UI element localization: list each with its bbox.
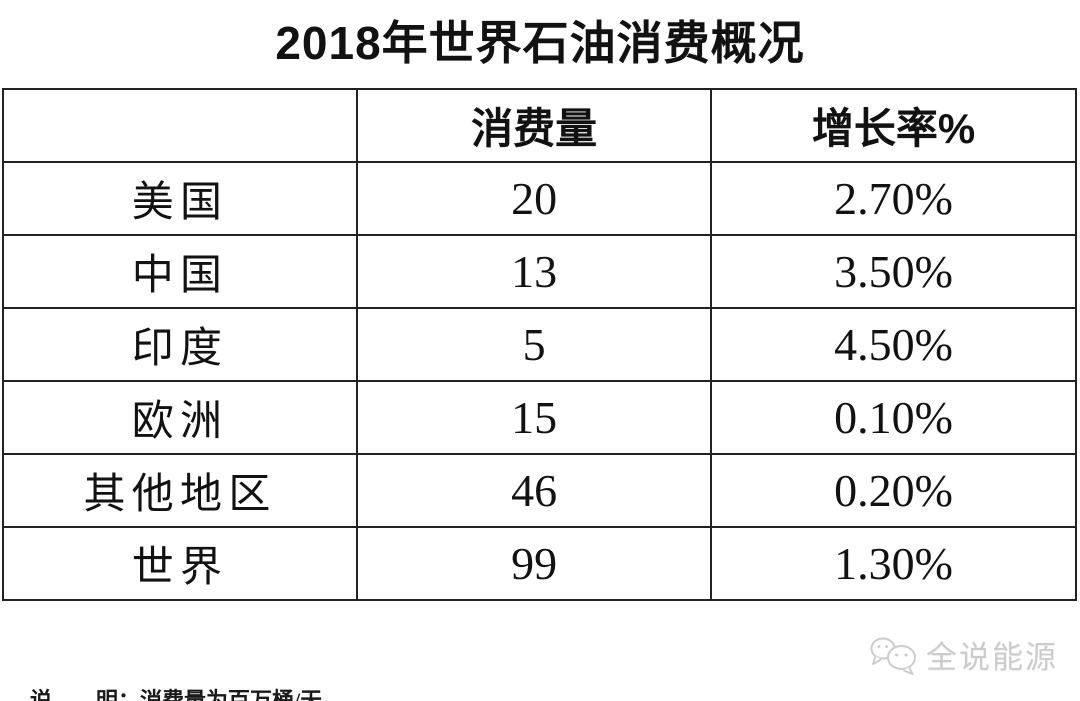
growth-rate-value: 1.30% [710, 526, 1077, 601]
watermark: 全说能源 [868, 632, 1058, 677]
region-label: 世界 [1, 526, 359, 601]
region-label: 印度 [1, 307, 359, 382]
header-region-blank [1, 88, 359, 163]
wechat-chat-bubbles-icon [870, 637, 916, 675]
table-row-china: 中国 13 3.50% [1, 234, 1077, 309]
consumption-value: 5 [356, 307, 713, 382]
page-title: 2018年世界石油消费概况 [275, 17, 805, 69]
consumption-value: 46 [356, 453, 713, 528]
growth-rate-value: 4.50% [710, 307, 1077, 382]
growth-rate-value: 0.20% [710, 453, 1077, 528]
region-label: 美国 [1, 161, 359, 236]
table-row-europe: 欧洲 15 0.10% [1, 380, 1077, 455]
footnotes: 说 明：消费量为百万桶/天。 资料来源：国际能源署，2018年全球能源与二氧化碳… [30, 628, 811, 701]
consumption-value: 99 [356, 526, 713, 601]
table-header-row: 消费量 增长率% [1, 88, 1077, 163]
region-label: 欧洲 [1, 380, 359, 455]
table-row-usa: 美国 20 2.70% [1, 161, 1077, 236]
consumption-value: 20 [356, 161, 713, 236]
table-row-world: 世界 99 1.30% [1, 526, 1077, 601]
table-row-india: 印度 5 4.50% [1, 307, 1077, 382]
growth-rate-value: 3.50% [710, 234, 1077, 309]
watermark-text: 全说能源 [926, 640, 1058, 675]
region-label: 中国 [1, 234, 359, 309]
growth-rate-value: 0.10% [710, 380, 1077, 455]
header-growth-rate: 增长率% [710, 88, 1077, 163]
oil-consumption-table: 消费量 增长率% 美国 20 2.70% 中国 13 3.50% 印度 5 4.… [1, 88, 1077, 601]
growth-rate-value: 2.70% [710, 161, 1077, 236]
region-label: 其他地区 [1, 453, 359, 528]
consumption-value: 13 [356, 234, 713, 309]
note-explanation: 说 明：消费量为百万桶/天。 [30, 688, 345, 701]
header-consumption: 消费量 [356, 88, 713, 163]
consumption-value: 15 [356, 380, 713, 455]
table-row-other-regions: 其他地区 46 0.20% [1, 453, 1077, 528]
